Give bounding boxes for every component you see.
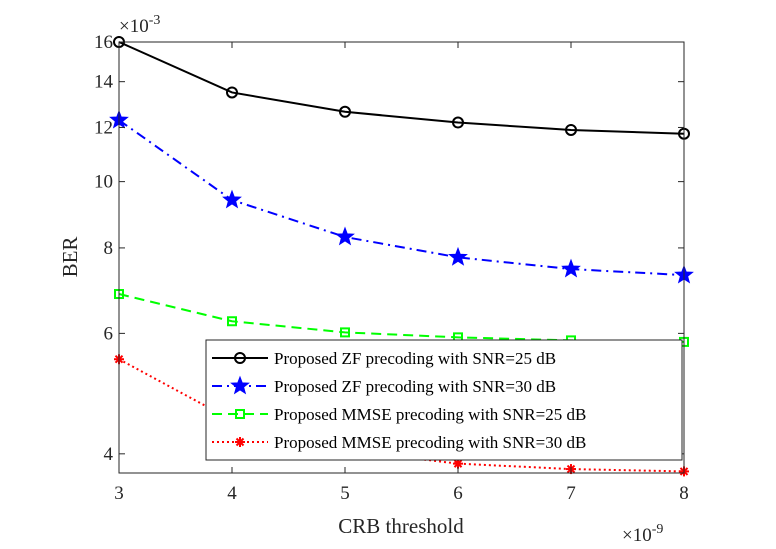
y-tick-label: 10 [94,172,113,193]
y-axis-title: BER [58,237,82,278]
legend-entry-1: Proposed ZF precoding with SNR=25 dB [212,349,556,368]
series-1-point [452,116,464,129]
legend-marker [235,437,245,447]
series-3-line [118,293,685,343]
y-tick-label: 4 [104,444,114,465]
series-1-point [226,86,238,99]
x-tick-label: 8 [679,483,689,504]
legend-marker [235,409,245,419]
x-tick-label: 3 [114,483,124,504]
series-2-point [222,189,242,209]
legend-label: Proposed ZF precoding with SNR=25 dB [274,349,556,368]
legend-label: Proposed ZF precoding with SNR=30 dB [274,377,556,396]
y-tick-label: 14 [94,72,114,93]
x-multiplier: ×10-9 [622,522,663,546]
legend-box [205,339,683,461]
x-tick-label: 4 [227,483,237,504]
legend-entry-2: Proposed ZF precoding with SNR=30 dB [212,375,556,396]
axes-box [118,41,685,474]
series-1-point [339,105,351,118]
x-tick-label: 6 [453,483,463,504]
series-1-point [565,123,577,136]
y-tick-label: 12 [94,117,113,138]
legend: Proposed ZF precoding with SNR=25 dB Prop… [205,339,683,461]
series-3-point [340,327,350,338]
y-multiplier: ×10-3 [119,13,160,37]
series-2-point [448,246,468,266]
legend-label: Proposed MMSE precoding with SNR=30 dB [274,433,586,452]
series-2-point [561,258,581,278]
y-tick-label: 16 [94,32,113,53]
y-tick-label: 6 [104,323,114,344]
legend-marker [230,375,250,395]
series-3-point [227,316,237,327]
series-2-point [335,226,355,246]
x-axis-title: CRB threshold [338,514,464,538]
series-2-line [118,119,685,277]
legend-marker [234,352,246,364]
x-tick-label: 7 [566,483,576,504]
series-1-line [118,41,685,135]
legend-entry-4: Proposed MMSE precoding with SNR=30 dB [212,433,586,452]
legend-label: Proposed MMSE precoding with SNR=25 dB [274,405,586,424]
x-tick-label: 5 [340,483,350,504]
y-tick-label: 8 [104,238,114,259]
legend-entry-3: Proposed MMSE precoding with SNR=25 dB [212,405,586,424]
